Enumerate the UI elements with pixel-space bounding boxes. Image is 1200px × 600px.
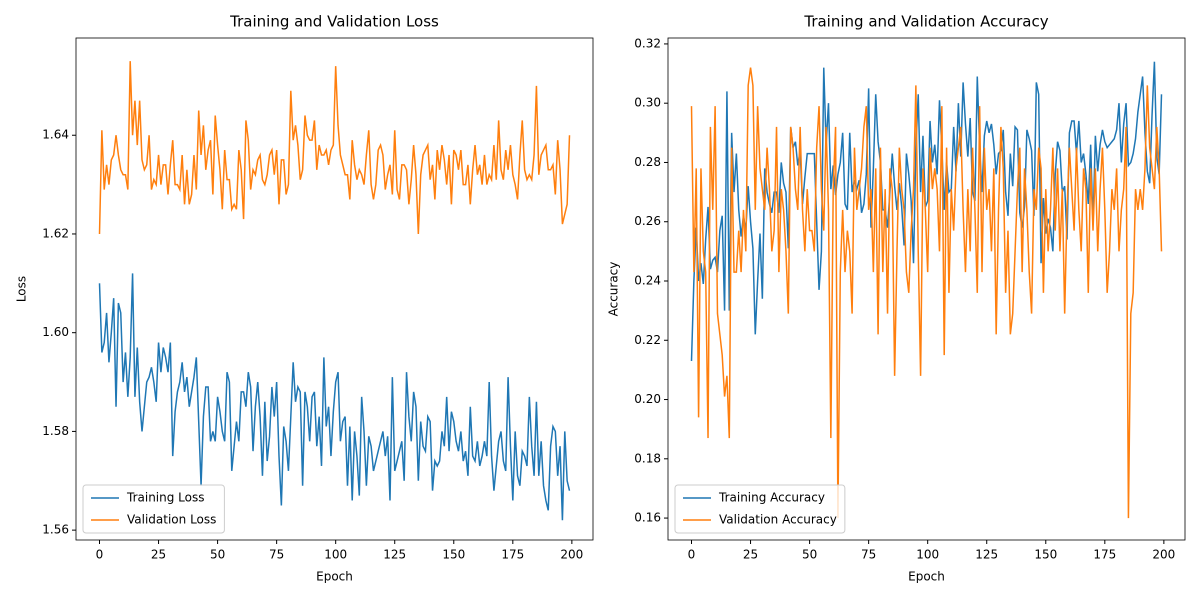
legend-frame [82,484,225,534]
y-tick-label: 1.56 [42,523,69,537]
axes-frame [667,37,1186,541]
x-tick-label: 100 [324,548,347,562]
legend-label: Validation Accuracy [719,513,837,527]
x-tick-label: 25 [743,548,758,562]
axes: Training and Validation Accuracy Epoch Acc… [607,13,1186,584]
x-tick-label: 175 [501,548,524,562]
chart-title: Training and Validation Loss [229,13,439,31]
legend: Training Loss Validation Loss [82,484,225,534]
y-tick-label: 1.58 [42,424,69,438]
y-tick-label: 1.60 [42,325,69,339]
x-tick-label: 50 [802,548,817,562]
y-tick-label: 0.30 [634,96,661,110]
y-tick-label: 1.64 [42,128,69,142]
series-line [690,61,1163,362]
legend-label: Training Loss [126,491,204,505]
x-tick-label: 150 [1034,548,1057,562]
x-tick-label: 0 [688,548,696,562]
series-line [98,273,571,521]
y-axis-label: Accuracy [607,262,621,317]
x-tick-label: 100 [916,548,939,562]
y-axis-label: Loss [15,276,29,302]
y-tick-label: 0.32 [634,36,661,50]
x-tick-label: 75 [861,548,876,562]
x-tick-label: 50 [210,548,225,562]
y-tick-label: 1.62 [42,226,69,240]
axes: Training and Validation Loss Epoch Loss 0 25… [15,13,594,584]
axes-frame [75,37,594,541]
y-tick-label: 0.22 [634,333,661,347]
legend-label: Validation Loss [127,513,216,527]
x-tick-label: 200 [1152,548,1175,562]
x-tick-label: 175 [1093,548,1116,562]
x-tick-label: 75 [269,548,284,562]
x-tick-label: 125 [383,548,406,562]
legend-label: Training Accuracy [718,491,825,505]
y-tick-label: 0.18 [634,451,661,465]
y-tick-label: 0.26 [634,214,661,228]
x-tick-label: 0 [96,548,104,562]
legend-frame [674,484,846,534]
x-tick-label: 125 [975,548,998,562]
y-tick-label: 0.28 [634,155,661,169]
x-tick-label: 150 [442,548,465,562]
x-tick-label: 200 [560,548,583,562]
series-line [690,67,1163,519]
legend: Training Accuracy Validation Accuracy [674,484,846,534]
y-tick-label: 0.20 [634,392,661,406]
x-axis-label: Epoch [908,570,945,584]
x-axis-label: Epoch [316,570,353,584]
x-tick-label: 25 [151,548,166,562]
y-tick-label: 0.24 [634,273,661,287]
series-line [98,61,571,234]
y-tick-label: 0.16 [634,511,661,525]
chart-title: Training and Validation Accuracy [803,13,1048,31]
